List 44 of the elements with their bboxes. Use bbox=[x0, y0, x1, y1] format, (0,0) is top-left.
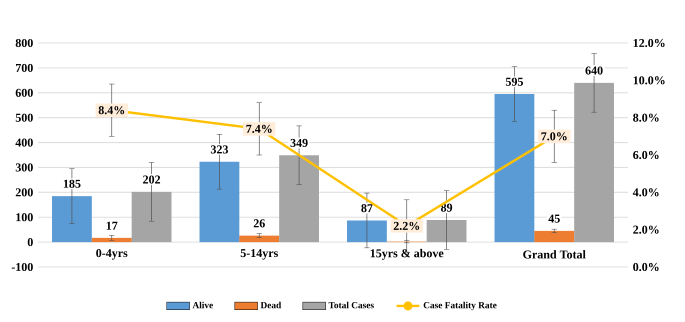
y2-tick-label: 10.0% bbox=[634, 76, 665, 84]
y-tick-label: 600 bbox=[16, 88, 33, 97]
y-tick-label: 500 bbox=[16, 114, 33, 122]
data-label: 26 bbox=[254, 219, 265, 228]
y2-tick-label: 4.0% bbox=[632, 188, 659, 196]
bar bbox=[92, 238, 132, 242]
x-tick-label: 0-4yrs bbox=[96, 249, 128, 260]
bar bbox=[279, 155, 319, 242]
y2-tick-label: 0.0% bbox=[633, 262, 659, 272]
legend-label: Dead bbox=[260, 302, 282, 308]
y2-tick-label: 6.0% bbox=[633, 150, 659, 160]
legend-label: Case Fatality Rate bbox=[424, 302, 497, 310]
bar bbox=[239, 236, 280, 242]
data-label: 17 bbox=[106, 222, 118, 230]
bar bbox=[494, 94, 534, 242]
data-label: 45 bbox=[548, 214, 560, 223]
data-label: 323 bbox=[210, 145, 228, 154]
y-tick-label: 400 bbox=[15, 138, 33, 147]
x-tick-label: 15yrs & above bbox=[370, 248, 444, 260]
y2-tick-label: 12.0% bbox=[634, 38, 665, 48]
bar bbox=[347, 220, 387, 242]
x-tick-label: Grand Total bbox=[523, 250, 586, 259]
data-label: 202 bbox=[143, 175, 160, 184]
data-label: 595 bbox=[506, 78, 523, 86]
y-tick-label: 200 bbox=[16, 188, 33, 196]
legend-label: Total Cases bbox=[328, 302, 374, 308]
y-tick-label: 100 bbox=[16, 213, 33, 222]
y-tick-label: 300 bbox=[16, 163, 33, 172]
data-label: 185 bbox=[64, 180, 80, 188]
y-tick-label: 700 bbox=[16, 64, 33, 72]
y-tick-label: 800 bbox=[16, 38, 33, 48]
bar bbox=[574, 82, 614, 242]
bar bbox=[200, 162, 240, 242]
legend-label: Alive bbox=[192, 302, 213, 308]
data-label: 349 bbox=[290, 138, 308, 147]
bar bbox=[534, 230, 574, 242]
y2-tick-label: 8.0% bbox=[633, 114, 659, 122]
data-label: 87 bbox=[361, 204, 373, 212]
y-tick-label: -100 bbox=[12, 262, 33, 272]
y2-tick-label: 2.0% bbox=[633, 226, 659, 234]
y-tick-label: 0 bbox=[28, 238, 33, 246]
x-tick-label: 5-14yrs bbox=[240, 249, 278, 260]
data-label: 640 bbox=[585, 66, 603, 75]
bar bbox=[426, 220, 466, 242]
